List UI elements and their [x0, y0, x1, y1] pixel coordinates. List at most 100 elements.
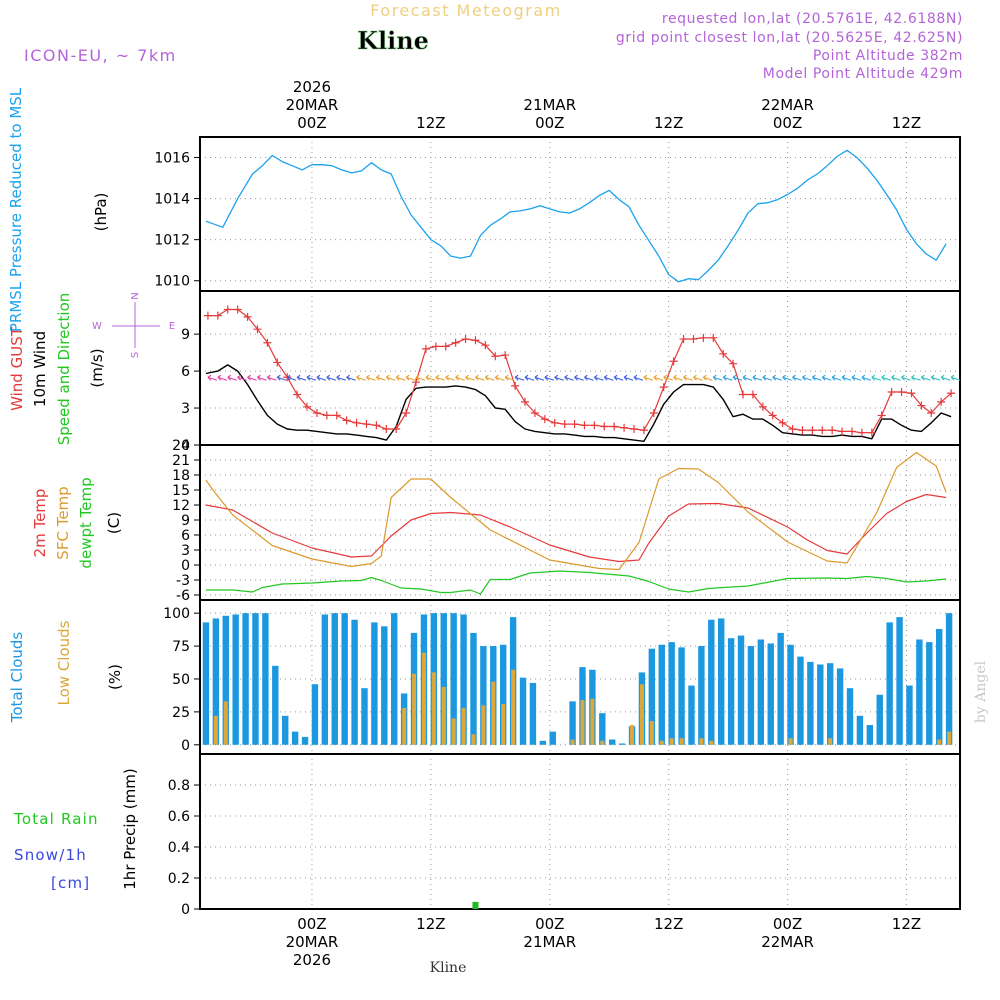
wind-direction-arrow — [871, 376, 881, 381]
wind-direction-arrowhead — [584, 374, 588, 381]
low-cloud-bar — [421, 652, 426, 745]
total-cloud-bar — [678, 647, 685, 745]
wind-direction-arrowhead — [861, 374, 866, 381]
wind-direction-arrowhead — [296, 374, 301, 381]
wind-direction-arrow — [723, 376, 733, 381]
wind-gust-line — [207, 308, 952, 434]
y-tick-label: 100 — [163, 606, 190, 622]
wind-direction-arrow — [386, 376, 396, 381]
wind-direction-arrow — [505, 376, 515, 381]
total-cloud-bar — [836, 668, 844, 745]
wind-direction-arrowhead — [574, 374, 578, 381]
wind-direction-arrow — [485, 376, 495, 381]
gust-marker — [818, 426, 827, 435]
total-cloud-bar — [212, 618, 220, 745]
panel-border — [199, 136, 961, 292]
wind-direction-arrow — [435, 376, 446, 381]
total-cloud-bar — [222, 615, 229, 745]
gust-marker — [213, 311, 222, 320]
wind-direction-arrowhead — [732, 374, 737, 381]
low-cloud-bar — [630, 725, 635, 745]
wind-direction-arrowhead — [593, 374, 598, 381]
total-cloud-bar — [727, 638, 735, 745]
wind-direction-arrow — [544, 376, 554, 381]
wind-direction-arrowhead — [286, 374, 291, 381]
wind-direction-arrowhead — [455, 374, 460, 381]
gust-marker — [263, 338, 272, 347]
y-tick-label: 0 — [181, 558, 190, 574]
total-cloud-bar — [757, 639, 765, 745]
wind-direction-arrowhead — [603, 374, 608, 381]
gust-marker — [709, 333, 718, 342]
wind-direction-arrow — [376, 376, 386, 381]
wind-direction-arrow — [762, 376, 772, 381]
gust-marker — [530, 408, 539, 417]
compass-rose: N W E S — [92, 292, 175, 358]
y-tick-label: 6 — [181, 528, 190, 544]
precip-unit: 1hr Precip (mm) — [121, 768, 139, 889]
total-cloud-bar — [698, 646, 705, 745]
low-cloud-bar — [213, 715, 218, 745]
wind-dir-label: Speed and Direction — [55, 293, 73, 446]
gust-marker — [808, 426, 817, 435]
gust-marker — [620, 423, 629, 432]
y-tick-label: 1014 — [154, 192, 190, 208]
gust-marker — [332, 411, 341, 420]
gust-marker — [312, 408, 321, 417]
wind-direction-arrowhead — [247, 374, 251, 381]
y-tick-label: 6 — [181, 364, 190, 380]
total-cloud-bar — [480, 646, 487, 745]
total-cloud-bar — [450, 613, 457, 745]
wind-direction-arrow — [227, 376, 237, 381]
gust-marker — [719, 349, 728, 358]
wind-direction-arrow — [643, 376, 654, 381]
low-cloud-bar — [937, 739, 942, 745]
wind-direction-arrowhead — [514, 374, 519, 381]
pressure-title: PRMSL Pressure Reduced to MSL — [7, 87, 25, 332]
wind-direction-arrowhead — [366, 374, 370, 381]
gust-marker — [699, 333, 708, 342]
gust-marker — [461, 335, 470, 344]
time-label: 20MAR — [286, 933, 339, 951]
wind-direction-arrowhead — [544, 374, 549, 381]
compass-east: E — [169, 321, 175, 332]
gust-marker — [550, 418, 559, 427]
wind-direction-arrowhead — [217, 374, 222, 381]
snow-unit: [cm] — [51, 874, 90, 892]
time-label: 12Z — [416, 915, 445, 933]
time-label: 12Z — [654, 114, 683, 132]
wind-direction-arrowhead — [920, 374, 925, 381]
gust-marker — [382, 424, 391, 433]
wind-direction-arrow — [782, 376, 792, 381]
gust-marker — [233, 305, 242, 314]
total-cloud-bar — [935, 628, 943, 745]
wind-direction-arrow — [356, 376, 366, 381]
low-cloud-bar — [501, 703, 506, 745]
wind-direction-arrowhead — [237, 374, 242, 381]
wind-direction-arrowhead — [445, 374, 450, 381]
wind-direction-arrowhead — [772, 374, 777, 381]
gust-marker — [501, 351, 510, 360]
wind-direction-arrow — [742, 376, 753, 381]
gust-marker — [798, 426, 807, 435]
gust-marker — [431, 342, 440, 351]
wind-direction-arrow — [693, 376, 703, 381]
time-label: 00Z — [773, 915, 802, 933]
low-cloud-bar — [600, 740, 605, 745]
y-tick-label: 0 — [181, 902, 190, 918]
sfc-temp-line — [205, 451, 947, 571]
low-cloud-bar — [402, 707, 407, 745]
wind-direction-arrow — [346, 376, 356, 381]
wind-direction-arrow — [931, 376, 941, 381]
wind-direction-arrowhead — [266, 374, 271, 381]
time-label: 00Z — [773, 114, 802, 132]
total-clouds-label: Total Clouds — [8, 632, 26, 724]
wind-direction-arrow — [822, 376, 832, 381]
gust-marker — [927, 408, 936, 417]
wind-direction-arrowhead — [712, 374, 717, 381]
wind-direction-arrow — [604, 376, 614, 381]
wind-direction-arrowhead — [316, 374, 321, 381]
pressure-panel: 1010 1012 1014 1016 — [154, 136, 961, 292]
gust-marker — [897, 388, 906, 397]
